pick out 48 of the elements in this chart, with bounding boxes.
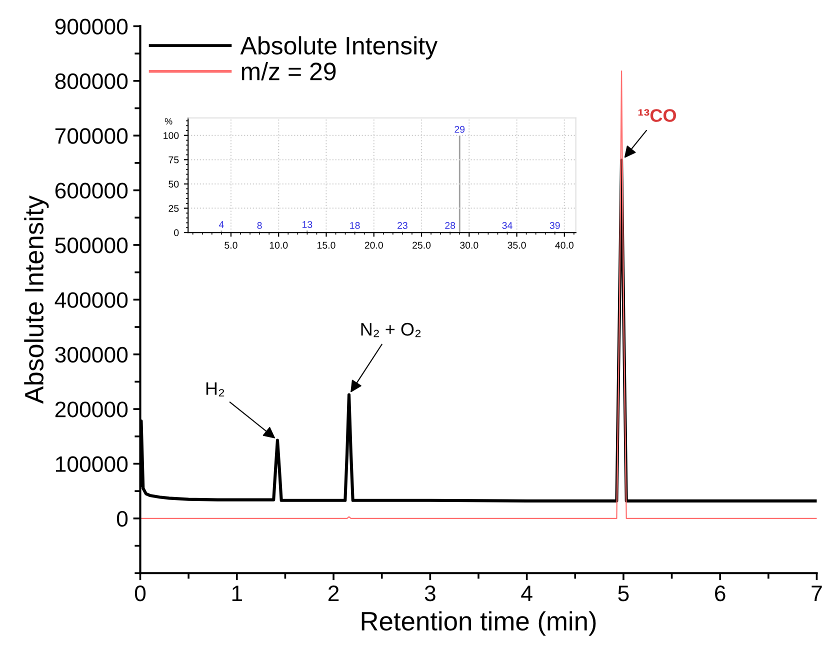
x-tick-label: 7 [812,586,822,602]
y-tick-label: 300000 [55,346,128,363]
annotation: 18 [350,222,360,229]
x-tick-label: 0 [134,586,146,602]
annotation: 8 [257,222,262,229]
y-tick-label: 25 [168,204,179,212]
annotation: 29 [454,126,465,133]
y-tick-label: 100000 [56,456,128,472]
annotation: 4 [218,221,224,228]
annotation: 34 [502,222,512,229]
annotation: ¹³CO [638,109,676,122]
x-tick-label: 10.0 [270,242,288,249]
x-tick-label: 15.0 [318,242,336,249]
y-tick-label: 800000 [55,73,128,90]
annotation: N₂ + O₂ [361,322,421,338]
x-tick-label: 40.0 [555,242,574,249]
y-tick-label: 0 [174,229,179,236]
x-tick-label: 35.0 [508,242,526,249]
x-tick-label: 4 [521,586,532,602]
annotation: H₂ [206,382,224,396]
x-tick-label: 5.0 [224,242,238,249]
y-tick-label: 900000 [55,18,128,34]
legend-label: m/z = 29 [242,62,336,80]
y-tick-label: 600000 [55,182,128,199]
x-tick-label: 2 [328,586,339,602]
x-tick-label: 20.0 [364,242,383,249]
y-axis-title: Absolute Intensity [24,196,49,404]
annotation: 28 [445,222,456,229]
x-axis-title: Retention time (min) [362,611,596,636]
y-tick-label: 100 [164,132,179,140]
annotation: 13 [302,221,312,228]
x-tick-label: 5 [618,586,629,602]
y-tick-label: 200000 [55,402,128,418]
y-tick-label: 400000 [54,292,128,308]
y-tick-label: 50 [168,180,179,188]
x-tick-label: 3 [424,586,436,602]
x-tick-label: 1 [232,586,242,602]
y-tick-label: 700000 [55,128,128,144]
x-tick-label: 25.0 [412,242,431,249]
annotation: 39 [550,222,560,229]
y-tick-label: 0 [116,510,128,527]
x-tick-label: 30.0 [460,242,478,249]
y-tick-label: 500000 [55,238,128,254]
y-axis-title: % [164,118,172,124]
annotation: 23 [398,222,408,229]
legend-label: Absolute Intensity [240,36,438,60]
y-tick-label: 75 [168,156,179,164]
x-tick-label: 6 [715,586,726,602]
